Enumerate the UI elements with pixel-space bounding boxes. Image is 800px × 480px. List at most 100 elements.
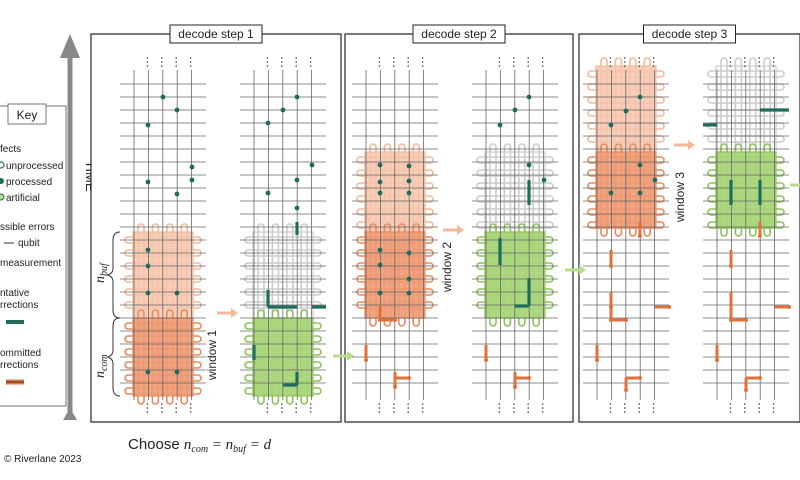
defect-dot	[406, 178, 412, 184]
flow-arrowhead-icon	[688, 140, 695, 150]
ellipsis-dot	[189, 411, 192, 413]
ellipsis-dot	[407, 411, 410, 413]
committed-endpoint	[527, 376, 531, 380]
ellipsis-dot	[729, 61, 732, 63]
defect-dot	[189, 164, 195, 170]
ellipsis-dot	[513, 403, 515, 405]
ellipsis-dot	[744, 65, 746, 67]
key-artificial: artificial	[6, 193, 40, 204]
defect-dot	[280, 107, 286, 113]
defect-dot	[145, 179, 151, 185]
committed-endpoint	[744, 318, 748, 322]
ellipsis-dot	[498, 407, 501, 409]
ellipsis-dot	[378, 61, 381, 63]
committed-endpoint	[758, 376, 762, 380]
ellipsis-dot	[421, 57, 424, 59]
defect-dot	[377, 290, 383, 296]
window-label-1: window 1	[205, 330, 219, 381]
ellipsis-dot	[652, 411, 655, 413]
ellipsis-dot	[527, 403, 529, 405]
ellipsis-dot	[407, 57, 410, 59]
defect-dot	[145, 290, 151, 296]
ellipsis-dot	[652, 65, 655, 67]
ellipsis-dot	[407, 65, 410, 67]
defect-dot	[512, 107, 518, 113]
defect-dot	[406, 250, 412, 256]
unprocessed-defect-icon	[0, 161, 5, 169]
ellipsis-dot	[421, 411, 424, 413]
defect-dot	[294, 177, 300, 183]
formula-eq2: = d	[246, 437, 272, 453]
ellipsis-dot	[175, 407, 177, 409]
committed-endpoint	[729, 264, 733, 268]
formula-n: n	[184, 437, 192, 453]
ellipsis-dot	[744, 57, 746, 59]
defect-dot	[541, 177, 547, 183]
ellipsis-dot	[421, 403, 424, 405]
flow-arrowhead-icon	[231, 308, 238, 318]
ellipsis-dot	[161, 57, 163, 59]
defect-dot	[294, 205, 300, 211]
ellipsis-dot	[266, 57, 269, 59]
ellipsis-dot	[146, 57, 149, 59]
ellipsis-dot	[744, 403, 746, 405]
ellipsis-dot	[295, 407, 298, 409]
svg-text:ncom: ncom	[93, 354, 110, 378]
ellipsis-dot	[541, 407, 544, 409]
ellipsis-dot	[161, 407, 163, 409]
ellipsis-dot	[729, 407, 732, 409]
ellipsis-dot	[624, 403, 626, 405]
panel-title-box	[412, 24, 506, 44]
ellipsis-dot	[744, 411, 746, 413]
ellipsis-dot	[638, 61, 640, 63]
ellipsis-dot	[421, 61, 424, 63]
ellipsis-dot	[609, 57, 612, 59]
ellipsis-dot	[638, 411, 640, 413]
defect-dot	[309, 162, 315, 168]
ellipsis-dot	[527, 65, 529, 67]
ellipsis-dot	[624, 57, 626, 59]
ellipsis-dot	[609, 403, 612, 405]
panel-1-content: window 1	[120, 57, 354, 413]
ellipsis-dot	[527, 61, 529, 63]
ellipsis-dot	[758, 407, 760, 409]
ellipsis-dot	[146, 407, 149, 409]
ellipsis-dot	[266, 407, 269, 409]
ellipsis-dot	[393, 57, 395, 59]
ellipsis-dot	[638, 407, 640, 409]
ellipsis-dot	[189, 61, 192, 63]
committed-endpoint	[609, 264, 613, 268]
ellipsis-dot	[729, 403, 732, 405]
ellipsis-dot	[295, 411, 298, 413]
ellipsis-dot	[541, 411, 544, 413]
ellipsis-dot	[498, 411, 501, 413]
flow-arrowhead-icon	[579, 265, 586, 275]
defect-dot	[265, 190, 271, 196]
ellipsis-dot	[624, 65, 626, 67]
defect-dot	[294, 94, 300, 100]
ellipsis-dot	[513, 57, 515, 59]
panel-title: decode step 2	[421, 27, 497, 41]
n-com-sub: com	[99, 354, 110, 371]
ellipsis-dot	[638, 65, 640, 67]
ellipsis-dot	[652, 407, 655, 409]
ellipsis-dot	[146, 403, 149, 405]
ellipsis-dot	[175, 411, 177, 413]
ellipsis-dot	[609, 411, 612, 413]
ellipsis-dot	[266, 65, 269, 67]
defect-dot	[637, 162, 643, 168]
committed-endpoint	[393, 318, 397, 322]
panel-title-box	[169, 24, 263, 44]
ellipsis-dot	[638, 403, 640, 405]
ellipsis-dot	[624, 407, 626, 409]
ellipsis-dot	[652, 61, 655, 63]
defect-dot	[174, 191, 180, 197]
ellipsis-dot	[729, 65, 732, 67]
ellipsis-dot	[652, 403, 655, 405]
ellipsis-dot	[266, 61, 269, 63]
formula-eq1: = n	[208, 437, 233, 453]
ellipsis-dot	[146, 65, 149, 67]
committed-endpoint	[393, 385, 397, 389]
ellipsis-dot	[513, 411, 515, 413]
